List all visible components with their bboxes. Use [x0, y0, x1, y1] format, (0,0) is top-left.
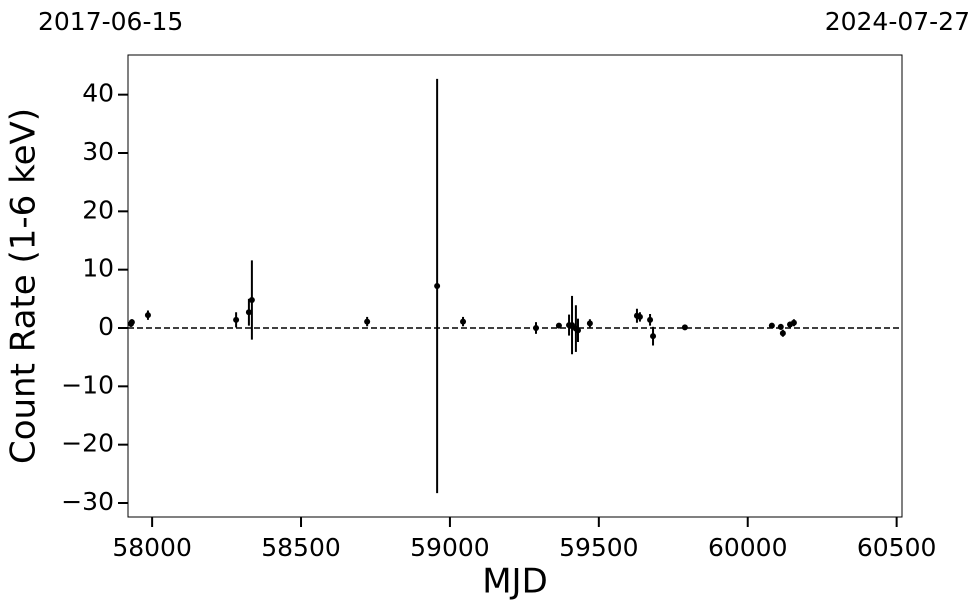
data-point — [248, 297, 255, 303]
data-point — [586, 320, 593, 327]
data-point — [779, 330, 786, 337]
x-tick-label: 58500 — [261, 533, 341, 562]
y-tick-label: 20 — [82, 195, 114, 224]
data-point — [245, 309, 252, 316]
x-tick-label: 60500 — [857, 533, 937, 562]
y-tick-label: 10 — [82, 254, 114, 283]
data-point — [681, 324, 688, 331]
y-tick-label: 0 — [98, 312, 114, 341]
data-point — [144, 312, 151, 319]
data-point — [768, 322, 775, 329]
y-tick-label: 30 — [82, 137, 114, 166]
y-tick-label: −10 — [61, 370, 114, 399]
start-date: 2017-06-15 — [38, 7, 183, 36]
y-tick-label: −20 — [61, 429, 114, 458]
x-axis-label: MJD — [482, 562, 548, 602]
end-date: 2024-07-27 — [825, 7, 970, 36]
x-tick-label: 59500 — [559, 533, 639, 562]
data-point — [569, 322, 576, 329]
data-point — [777, 323, 784, 330]
y-tick-label: 40 — [82, 79, 114, 108]
data-point — [636, 313, 643, 320]
data-point — [555, 322, 562, 329]
x-tick-label: 59000 — [410, 533, 490, 562]
data-point — [364, 318, 371, 325]
data-point — [434, 283, 441, 289]
data-point — [532, 325, 539, 331]
data-point — [647, 316, 654, 323]
y-tick-label: −30 — [61, 487, 114, 516]
plot-area — [127, 54, 903, 518]
data-point — [790, 319, 797, 326]
data-point — [650, 333, 657, 340]
data-point — [233, 316, 240, 323]
data-point — [574, 327, 581, 334]
data-point — [460, 318, 467, 325]
x-tick-label: 60000 — [708, 533, 788, 562]
y-axis-label: Count Rate (1-6 keV) — [4, 108, 44, 464]
data-point — [128, 319, 135, 326]
x-tick-label: 58000 — [112, 533, 192, 562]
